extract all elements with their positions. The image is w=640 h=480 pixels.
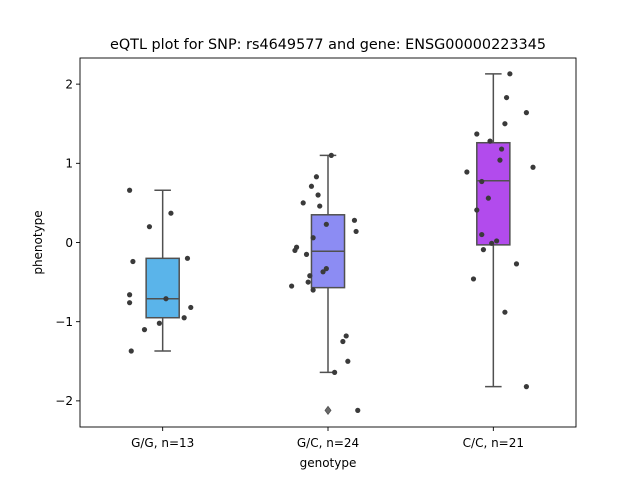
data-point (502, 121, 508, 127)
data-point (323, 266, 329, 272)
data-point (351, 217, 358, 223)
data-point (513, 261, 520, 267)
data-point (310, 235, 316, 241)
data-point (168, 210, 174, 216)
data-point (494, 238, 500, 244)
data-point (130, 258, 136, 265)
points-group-2 (289, 152, 361, 413)
outlier-marker (324, 405, 332, 416)
x-tick-label: G/C, n=24 (297, 436, 359, 450)
data-point (487, 138, 493, 144)
data-point (523, 110, 530, 116)
x-tick-label: C/C, n=21 (463, 436, 524, 450)
data-point (188, 304, 194, 311)
x-axis-label: genotype (300, 456, 357, 470)
data-point (156, 320, 162, 326)
data-point (303, 251, 310, 257)
data-point (480, 247, 487, 253)
data-point (355, 407, 361, 413)
data-point (523, 384, 530, 390)
data-point (127, 292, 133, 298)
y-tick-label: −1 (55, 315, 73, 329)
data-point (485, 195, 491, 201)
data-point (128, 348, 134, 354)
data-point (332, 369, 338, 375)
y-axis: −2 −1 0 1 2 (55, 77, 80, 408)
points-group-1 (127, 187, 194, 354)
data-point (470, 276, 477, 282)
y-tick-label: 1 (65, 157, 73, 171)
box-group-1 (145, 189, 180, 352)
box-iqr (476, 141, 511, 246)
data-point (479, 231, 485, 238)
data-point (474, 207, 480, 213)
data-point (530, 164, 536, 170)
x-tick-label: G/G, n=13 (131, 436, 194, 450)
data-point (127, 300, 133, 306)
data-point (181, 315, 187, 321)
box-group-3 (476, 73, 511, 388)
data-point (141, 327, 148, 333)
data-point (497, 157, 503, 163)
data-point (489, 240, 495, 246)
data-point (499, 146, 505, 152)
y-tick-label: 2 (65, 77, 73, 91)
plot-area (127, 71, 536, 416)
data-point (163, 296, 169, 302)
box-iqr (145, 257, 180, 319)
data-point (474, 131, 480, 137)
data-point (307, 273, 313, 279)
y-tick-label: 0 (65, 236, 73, 250)
data-point (127, 187, 133, 193)
data-point (507, 71, 513, 77)
data-point (289, 283, 295, 289)
data-point (292, 247, 298, 254)
x-axis: G/G, n=13 G/C, n=24 C/C, n=21 (131, 427, 524, 450)
data-point (328, 152, 334, 158)
data-point (320, 269, 326, 275)
data-point (315, 192, 321, 198)
chart-title: eQTL plot for SNP: rs4649577 and gene: E… (110, 37, 546, 53)
data-point (343, 333, 349, 339)
data-point (308, 183, 315, 189)
data-point (479, 178, 485, 185)
data-point (317, 203, 323, 209)
data-point (464, 169, 470, 175)
y-axis-label: phenotype (31, 210, 45, 274)
data-point (353, 228, 359, 235)
box-group-2 (310, 154, 346, 416)
data-point (503, 94, 510, 101)
points-group-3 (464, 71, 536, 390)
data-point (184, 255, 191, 261)
data-point (310, 287, 316, 293)
y-tick-label: −2 (55, 394, 73, 408)
data-point (502, 309, 508, 315)
data-point (345, 358, 351, 364)
data-point (340, 338, 346, 345)
data-point (323, 221, 329, 227)
data-point (313, 174, 320, 180)
data-point (146, 224, 153, 230)
data-point (305, 279, 311, 285)
data-point (300, 200, 306, 206)
